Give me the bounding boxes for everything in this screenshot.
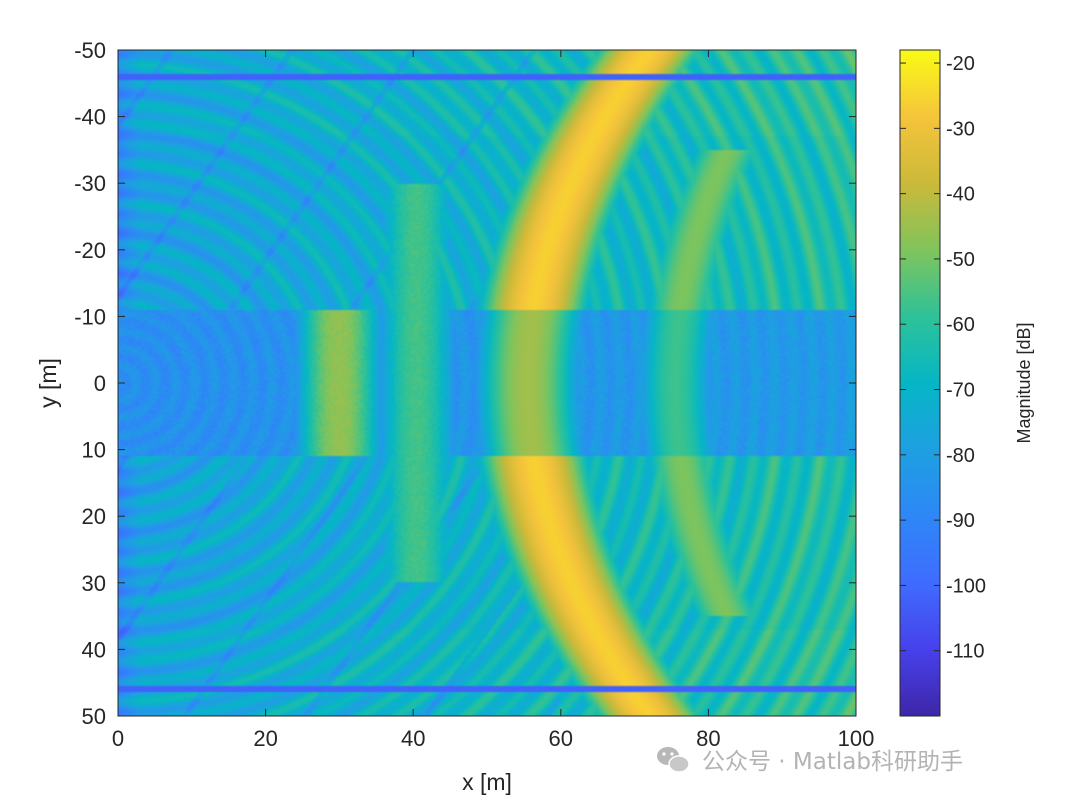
x-tick-label: 80	[696, 726, 720, 751]
colorbar-tick-label: -50	[946, 249, 975, 271]
watermark: 公众号 · Matlab科研助手	[657, 747, 963, 775]
y-tick-label: 30	[82, 571, 106, 596]
colorbar-tick-label: -110	[946, 641, 985, 663]
x-axis-ticks: 0 20 40 60 80 100	[112, 50, 874, 751]
x-tick-label: 0	[112, 726, 124, 751]
colorbar-tick-label: -30	[946, 118, 975, 140]
colorbar	[899, 49, 941, 717]
y-tick-label: -30	[74, 171, 106, 196]
y-tick-label: 0	[94, 371, 106, 396]
colorbar-tick-label: -40	[946, 184, 975, 206]
y-axis-ticks: -50 -40 -30 -20 -10 0 10 20 30 40 50	[74, 38, 856, 729]
colorbar-ticks: -20 -30 -40 -50 -60 -70 -80 -90 -100 -110	[900, 53, 986, 663]
y-tick-label: 50	[82, 704, 106, 729]
y-tick-label: -50	[74, 38, 106, 63]
y-tick-label: 40	[82, 637, 106, 662]
colorbar-tick-label: -100	[946, 575, 986, 597]
colorbar-tick-label: -60	[946, 314, 975, 336]
x-tick-label: 100	[838, 726, 875, 751]
x-tick-label: 20	[253, 726, 277, 751]
watermark-text: 公众号 · Matlab科研助手	[702, 749, 963, 775]
y-tick-label: -20	[74, 238, 106, 263]
y-tick-label: -10	[74, 304, 106, 329]
colorbar-label: Magnitude [dB]	[1014, 322, 1034, 443]
y-axis-label: y [m]	[35, 358, 61, 408]
colorbar-tick-label: -20	[946, 53, 975, 75]
x-tick-label: 40	[401, 726, 425, 751]
heatmap-image	[118, 50, 856, 716]
colorbar-tick-label: -80	[946, 445, 975, 467]
colorbar-tick-label: -70	[946, 380, 975, 402]
y-tick-label: -40	[74, 105, 106, 130]
x-tick-label: 60	[549, 726, 573, 751]
colorbar-tick-label: -90	[946, 510, 975, 532]
wechat-icon	[657, 747, 690, 773]
y-tick-label: 20	[82, 504, 106, 529]
y-tick-label: 10	[82, 438, 106, 463]
x-axis-label: x [m]	[462, 769, 512, 795]
